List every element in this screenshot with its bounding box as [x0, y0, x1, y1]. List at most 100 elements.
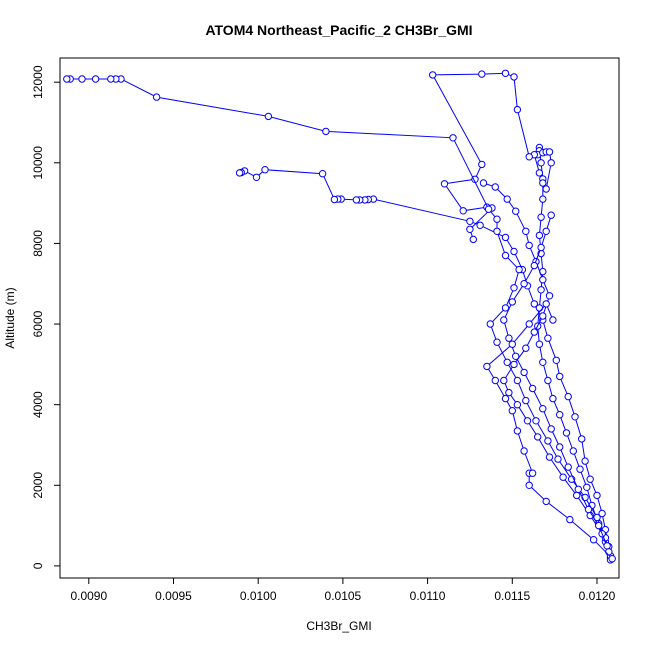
data-point — [562, 429, 571, 437]
data-point — [466, 225, 474, 234]
y-tick-label: 6000 — [31, 310, 45, 337]
data-point — [491, 376, 499, 385]
data-point — [549, 316, 557, 324]
data-point — [525, 320, 533, 328]
data-point — [525, 153, 533, 161]
data-point — [520, 447, 528, 455]
data-point — [503, 358, 511, 366]
data-point — [547, 159, 555, 167]
data-point — [608, 555, 616, 563]
data-point — [513, 401, 522, 409]
data-point — [510, 360, 518, 369]
data-point — [584, 505, 593, 514]
x-axis: 0.0090 0.0095 0.0100 0.0105 0.0110 0.0115 0.01… — [70, 578, 616, 603]
y-tick-label: 4000 — [31, 391, 45, 418]
series-layer — [63, 69, 616, 564]
data-point — [556, 443, 564, 451]
data-point — [539, 195, 547, 203]
data-point — [547, 211, 555, 219]
data-point — [505, 388, 513, 397]
x-tick-label: 0.0105 — [325, 589, 362, 603]
data-point — [528, 469, 537, 477]
data-point — [252, 173, 261, 182]
data-point — [542, 497, 550, 506]
data-point — [505, 334, 513, 342]
data-point — [493, 338, 501, 346]
data-point — [539, 405, 547, 413]
data-point — [476, 221, 484, 230]
data-point — [261, 166, 269, 174]
data-point — [525, 241, 533, 250]
data-point — [542, 227, 550, 236]
data-point — [501, 394, 510, 403]
data-point — [554, 455, 562, 463]
data-point — [535, 169, 544, 177]
data-point — [581, 457, 589, 465]
data-point — [535, 340, 544, 348]
data-point — [537, 213, 545, 221]
data-point — [501, 69, 510, 78]
data-point — [522, 396, 530, 405]
data-point — [493, 227, 501, 236]
x-tick-label: 0.0090 — [70, 589, 107, 603]
data-point — [549, 394, 557, 403]
plot-area-frame — [59, 57, 620, 579]
data-point — [469, 235, 477, 244]
data-point — [539, 276, 547, 284]
data-point — [589, 536, 598, 544]
data-point — [539, 358, 547, 366]
data-point — [564, 392, 572, 401]
y-tick-label: 10000 — [31, 146, 45, 180]
data-point — [603, 542, 611, 550]
data-point — [508, 298, 516, 306]
data-point — [537, 286, 545, 294]
x-tick-label: 0.0095 — [155, 589, 192, 603]
data-point — [534, 433, 542, 441]
series-line — [239, 169, 611, 558]
data-point — [235, 169, 244, 177]
data-point — [566, 515, 574, 524]
data-point — [545, 292, 554, 300]
data-point — [576, 465, 584, 473]
data-point — [501, 251, 510, 260]
data-point — [515, 265, 523, 274]
data-point — [493, 215, 501, 223]
data-point — [478, 70, 486, 78]
data-point — [513, 376, 522, 385]
data-point — [522, 227, 530, 236]
data-point — [537, 159, 545, 167]
data-point — [545, 148, 554, 156]
data-point — [513, 427, 522, 435]
x-axis-label: CH3Br_GMI — [306, 619, 371, 633]
data-point — [520, 368, 528, 377]
series-line — [483, 182, 610, 552]
y-tick-label: 2000 — [31, 472, 45, 499]
data-point — [459, 207, 467, 215]
data-point — [544, 376, 552, 385]
data-point — [525, 481, 533, 489]
data-point — [574, 485, 582, 493]
data-point — [500, 376, 508, 385]
y-axis: 0 2000 4000 6000 8000 10000 12000 — [31, 65, 60, 569]
data-point — [512, 352, 520, 360]
data-point — [78, 75, 86, 83]
data-point — [522, 344, 530, 352]
data-point — [330, 195, 339, 204]
x-tick-label: 0.0120 — [579, 589, 616, 603]
data-point — [63, 75, 71, 83]
data-point — [501, 304, 510, 312]
x-tick-label: 0.0100 — [240, 589, 277, 603]
data-point — [484, 205, 493, 213]
data-point — [539, 312, 547, 320]
data-point — [535, 304, 544, 312]
data-point — [501, 233, 510, 242]
data-point — [542, 185, 550, 193]
data-point — [508, 407, 516, 415]
data-point — [598, 509, 606, 518]
x-tick-label: 0.0110 — [410, 589, 446, 603]
data-point — [510, 73, 518, 81]
data-point — [508, 340, 516, 348]
data-point — [510, 247, 518, 256]
data-point — [440, 180, 449, 188]
